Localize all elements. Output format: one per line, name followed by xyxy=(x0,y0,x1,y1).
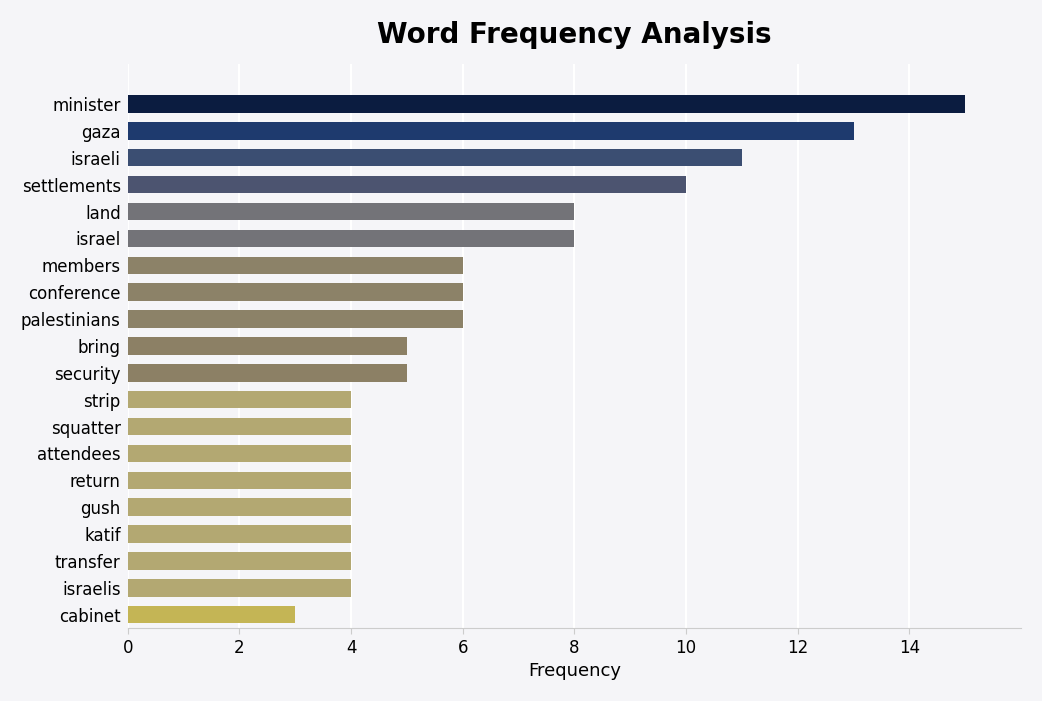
Bar xyxy=(128,257,463,274)
Bar xyxy=(128,552,351,570)
Bar xyxy=(128,337,406,355)
Bar xyxy=(128,418,351,435)
Bar xyxy=(128,122,853,139)
Bar xyxy=(128,283,463,301)
Bar xyxy=(128,472,351,489)
Bar xyxy=(128,203,574,220)
Bar xyxy=(128,176,686,193)
Bar xyxy=(128,364,406,381)
Bar xyxy=(128,579,351,597)
Bar xyxy=(128,498,351,516)
Bar xyxy=(128,149,742,167)
Bar xyxy=(128,311,463,328)
Title: Word Frequency Analysis: Word Frequency Analysis xyxy=(377,21,772,49)
Bar xyxy=(128,444,351,462)
X-axis label: Frequency: Frequency xyxy=(528,662,621,680)
Bar xyxy=(128,230,574,247)
Bar xyxy=(128,525,351,543)
Bar xyxy=(128,391,351,409)
Bar xyxy=(128,95,965,113)
Bar xyxy=(128,606,295,623)
